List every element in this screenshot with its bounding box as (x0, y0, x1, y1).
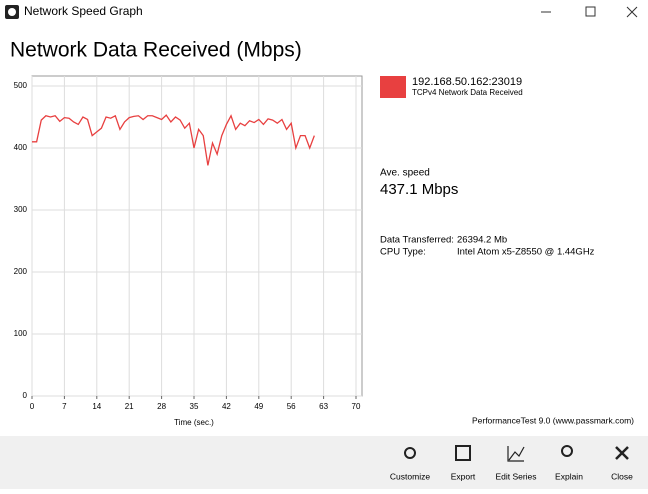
x-tick-label: 49 (254, 402, 263, 411)
export-icon (455, 445, 471, 461)
y-tick-label: 0 (23, 391, 28, 400)
y-tick-label: 100 (14, 329, 28, 338)
x-tick-label: 42 (222, 402, 231, 411)
app-icon-dot (8, 8, 16, 16)
legend-subtitle: TCPv4 Network Data Received (412, 88, 523, 97)
ave-label: Ave. speed (380, 168, 430, 179)
toolbar-button[interactable]: Export (451, 471, 476, 481)
page-heading: Network Data Received (Mbps) (10, 39, 302, 62)
x-tick-label: 14 (92, 402, 101, 411)
toolbar (0, 436, 648, 489)
y-tick-label: 200 (14, 267, 28, 276)
x-tick-label: 70 (352, 402, 361, 411)
data-line (32, 114, 315, 166)
y-tick-label: 400 (14, 143, 28, 152)
footer-note: PerformanceTest 9.0 (www.passmark.com) (472, 415, 634, 425)
toolbar-button[interactable]: Customize (390, 471, 430, 481)
stat-value: 26394.2 Mb (457, 235, 507, 246)
toolbar-button[interactable]: Explain (555, 471, 583, 481)
plot-area (31, 75, 363, 397)
x-tick-label: 7 (62, 402, 67, 411)
window-title: Network Speed Graph (24, 4, 143, 18)
toolbar-button[interactable]: Edit Series (495, 471, 536, 481)
close-icon (615, 446, 629, 460)
legend-swatch (380, 76, 406, 98)
x-tick-label: 56 (287, 402, 296, 411)
x-tick-label: 21 (125, 402, 134, 411)
y-tick-label: 300 (14, 205, 28, 214)
ave-value: 437.1 Mbps (380, 181, 458, 198)
y-tick-label: 500 (14, 81, 28, 90)
maximize-button[interactable] (585, 6, 596, 17)
toolbar-icons (404, 445, 629, 462)
x-tick-label: 0 (30, 402, 35, 411)
customize-icon (404, 447, 416, 459)
stat-label: Data Transferred: (380, 235, 454, 246)
close-window-button[interactable] (626, 6, 638, 18)
edit-series-icon (507, 446, 525, 462)
stat-value: Intel Atom x5-Z8550 @ 1.44GHz (457, 247, 595, 258)
x-tick-label: 63 (319, 402, 328, 411)
stat-label: CPU Type: (380, 247, 426, 258)
x-axis-label: Time (sec.) (174, 418, 214, 427)
x-tick-label: 28 (157, 402, 166, 411)
explain-icon (561, 445, 573, 457)
toolbar-button[interactable]: Close (611, 471, 633, 481)
legend-label: 192.168.50.162:23019 (412, 76, 522, 88)
x-tick-label: 35 (190, 402, 199, 411)
